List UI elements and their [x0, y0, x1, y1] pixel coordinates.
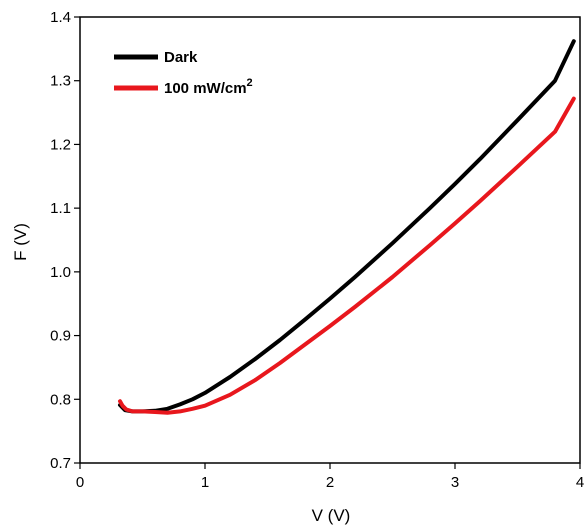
- y-axis-title: F (V): [11, 223, 30, 261]
- y-tick-label: 1.1: [50, 200, 71, 217]
- y-tick-label: 1.2: [50, 136, 71, 153]
- x-tick-label: 3: [451, 474, 459, 491]
- legend: Dark 100 mW/cm2: [114, 49, 253, 97]
- legend-label-illuminated-main: 100 mW/cm: [164, 80, 247, 97]
- series-line-illuminated: [118, 96, 576, 415]
- x-tick-label: 1: [201, 474, 209, 491]
- series-layer: [118, 39, 576, 415]
- x-tick-label: 4: [576, 474, 584, 491]
- legend-label-illuminated: 100 mW/cm2: [164, 77, 253, 97]
- y-tick-label: 1.3: [50, 73, 71, 90]
- y-tick-label: 0.8: [50, 391, 71, 408]
- axes: 0 1 2 3 4 0.7 0.8 0.9 1.0 1.1 1.2 1.3 1.4: [50, 9, 584, 491]
- legend-label-illuminated-superscript: 2: [247, 77, 253, 89]
- y-tick-label: 0.7: [50, 455, 71, 472]
- x-axis-title: V (V): [312, 506, 351, 525]
- legend-label-dark: Dark: [164, 49, 198, 66]
- x-tick-label: 0: [76, 474, 84, 491]
- plot-frame: [79, 16, 581, 464]
- x-tick-label: 2: [326, 474, 334, 491]
- y-tick-label: 1.4: [50, 9, 71, 26]
- y-tick-label: 0.9: [50, 328, 71, 345]
- y-tick-label: 1.0: [50, 264, 71, 281]
